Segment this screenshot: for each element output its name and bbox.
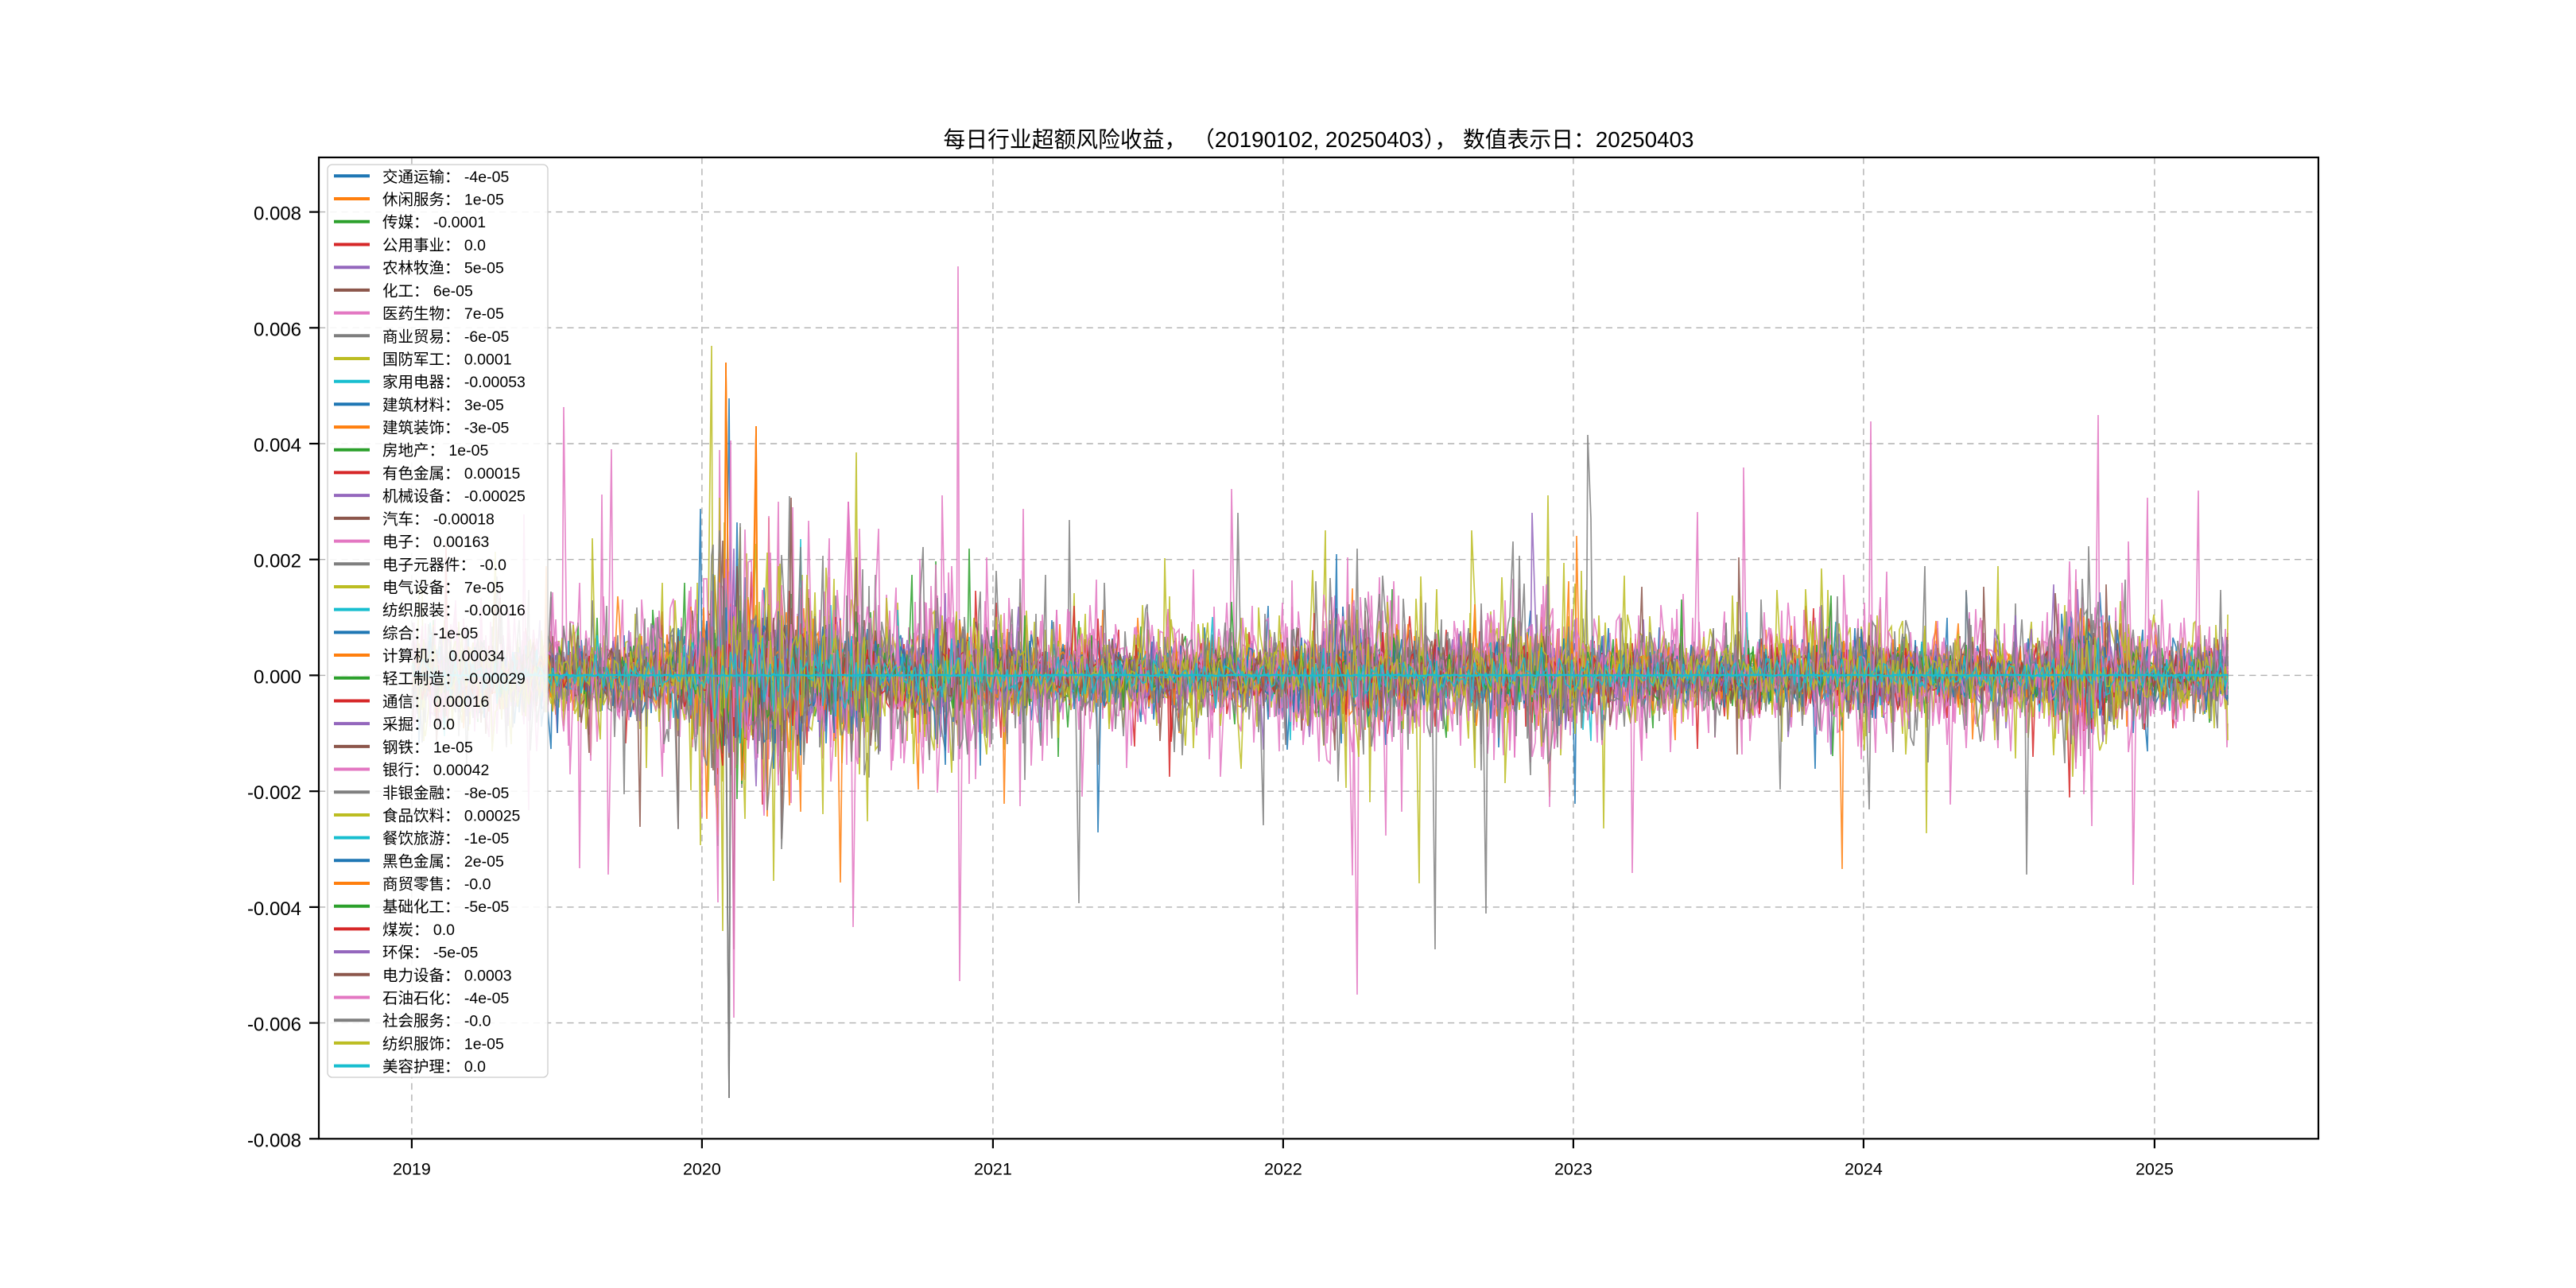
svg-text:0.008: 0.008 — [254, 204, 301, 225]
svg-text:传媒： -0.0001: 传媒： -0.0001 — [382, 214, 486, 231]
svg-text:纺织服装： -0.00016: 纺织服装： -0.00016 — [382, 602, 526, 619]
svg-text:银行： 0.00042: 银行： 0.00042 — [382, 762, 489, 779]
svg-text:社会服务： -0.0: 社会服务： -0.0 — [382, 1013, 491, 1030]
svg-text:基础化工： -5e-05: 基础化工： -5e-05 — [382, 898, 509, 916]
svg-text:2020: 2020 — [683, 1159, 721, 1178]
svg-text:2019: 2019 — [393, 1159, 431, 1178]
svg-text:商业贸易： -6e-05: 商业贸易： -6e-05 — [382, 328, 509, 346]
svg-text:环保： -5e-05: 环保： -5e-05 — [382, 945, 478, 962]
svg-text:-0.004: -0.004 — [247, 898, 301, 920]
svg-text:公用事业： 0.0: 公用事业： 0.0 — [382, 237, 486, 254]
svg-text:建筑材料： 3e-05: 建筑材料： 3e-05 — [382, 397, 504, 414]
svg-text:计算机： 0.00034: 计算机： 0.00034 — [382, 648, 505, 665]
svg-text:纺织服饰： 1e-05: 纺织服饰： 1e-05 — [382, 1035, 504, 1053]
svg-text:美容护理： 0.0: 美容护理： 0.0 — [382, 1058, 486, 1076]
svg-text:-0.006: -0.006 — [247, 1014, 301, 1036]
svg-text:建筑装饰： -3e-05: 建筑装饰： -3e-05 — [382, 420, 509, 437]
svg-text:轻工制造： -0.00029: 轻工制造： -0.00029 — [382, 670, 526, 688]
svg-text:0.004: 0.004 — [254, 435, 301, 456]
svg-text:采掘： 0.0: 采掘： 0.0 — [382, 716, 455, 734]
svg-text:0.002: 0.002 — [254, 551, 301, 572]
svg-text:综合： -1e-05: 综合： -1e-05 — [382, 625, 478, 642]
svg-text:-0.008: -0.008 — [247, 1130, 301, 1151]
svg-text:每日行业超额风险收益， （20190102, 2025040: 每日行业超额风险收益， （20190102, 20250403）， 数值表示日：… — [944, 127, 1694, 152]
svg-text:2025: 2025 — [2136, 1159, 2174, 1178]
svg-text:2023: 2023 — [1554, 1159, 1593, 1178]
svg-text:房地产： 1e-05: 房地产： 1e-05 — [382, 442, 488, 460]
svg-text:食品饮料： 0.00025: 食品饮料： 0.00025 — [382, 808, 521, 825]
svg-text:-0.002: -0.002 — [247, 782, 301, 804]
svg-text:国防军工： 0.0001: 国防军工： 0.0001 — [382, 351, 512, 369]
svg-text:汽车： -0.00018: 汽车： -0.00018 — [382, 510, 495, 528]
svg-text:有色金属： 0.00015: 有色金属： 0.00015 — [382, 465, 521, 483]
svg-text:家用电器： -0.00053: 家用电器： -0.00053 — [382, 374, 526, 391]
svg-text:机械设备： -0.00025: 机械设备： -0.00025 — [382, 488, 526, 506]
svg-text:农林牧渔： 5e-05: 农林牧渔： 5e-05 — [382, 260, 504, 277]
svg-text:休闲服务： 1e-05: 休闲服务： 1e-05 — [382, 192, 504, 209]
svg-text:2024: 2024 — [1845, 1159, 1883, 1178]
svg-text:电子： 0.00163: 电子： 0.00163 — [382, 533, 489, 551]
svg-text:电气设备： 7e-05: 电气设备： 7e-05 — [382, 580, 504, 597]
svg-text:黑色金属： 2e-05: 黑色金属： 2e-05 — [382, 853, 504, 871]
svg-text:商贸零售： -0.0: 商贸零售： -0.0 — [382, 876, 491, 894]
svg-text:2022: 2022 — [1264, 1159, 1302, 1178]
svg-text:煤炭： 0.0: 煤炭： 0.0 — [382, 921, 455, 939]
svg-text:钢铁： 1e-05: 钢铁： 1e-05 — [382, 739, 473, 756]
svg-text:通信： 0.00016: 通信： 0.00016 — [382, 693, 489, 711]
svg-text:交通运输： -4e-05: 交通运输： -4e-05 — [382, 169, 509, 186]
svg-text:电力设备： 0.0003: 电力设备： 0.0003 — [382, 967, 512, 984]
svg-text:医药生物： 7e-05: 医药生物： 7e-05 — [382, 305, 504, 323]
svg-text:石油石化： -4e-05: 石油石化： -4e-05 — [382, 990, 509, 1007]
svg-text:非银金融： -8e-05: 非银金融： -8e-05 — [382, 785, 509, 802]
svg-text:化工： 6e-05: 化工： 6e-05 — [382, 282, 473, 300]
svg-text:餐饮旅游： -1e-05: 餐饮旅游： -1e-05 — [382, 830, 509, 848]
svg-text:2021: 2021 — [974, 1159, 1012, 1178]
svg-text:0.000: 0.000 — [254, 666, 301, 688]
svg-text:0.006: 0.006 — [254, 319, 301, 340]
svg-text:电子元器件： -0.0: 电子元器件： -0.0 — [382, 557, 506, 574]
